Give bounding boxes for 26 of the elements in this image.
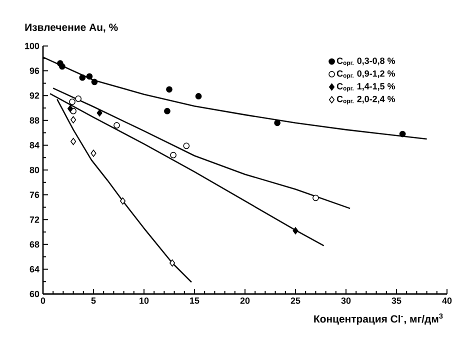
- y-tick-label: 76: [30, 192, 40, 198]
- legend-label: C$_{орг.}$ 2,0-2,4 %: [336, 96, 396, 104]
- y-tick-label: 96: [30, 68, 40, 74]
- x-tick-label: 5: [91, 298, 96, 304]
- x-tick-label: 15: [190, 298, 200, 304]
- x-tick-label: 25: [290, 298, 300, 304]
- legend-label: C$_{орг.}$ 1,4-1,5 %: [336, 83, 396, 92]
- y-tick-label: 80: [30, 166, 40, 174]
- y-tick-label: 64: [30, 266, 40, 272]
- x-tick-label: 30: [341, 298, 351, 304]
- y-tick-label: 100: [25, 42, 40, 50]
- x-tick-label: 20: [240, 298, 250, 304]
- y-axis-title: Извлечение Au, %: [25, 24, 118, 33]
- y-tick-label: 84: [30, 142, 40, 148]
- y-tick-label: 68: [30, 241, 40, 248]
- y-tick-label: 72: [30, 216, 40, 223]
- legend-label: C$_{орг.}$ 0,3-0,8 %: [336, 58, 396, 66]
- y-tick-label: 88: [30, 117, 40, 124]
- y-tick-label: 60: [30, 290, 40, 298]
- x-tick-label: 35: [392, 298, 402, 304]
- x-tick-label: 0: [40, 298, 46, 304]
- y-tick-label: 92: [30, 92, 40, 99]
- x-tick-label: 10: [140, 298, 149, 304]
- legend-label: C$_{орг.}$ 0,9-1,2 %: [336, 70, 396, 79]
- x-tick-label: 40: [442, 298, 452, 304]
- x-axis-title: Концентрация Cl$^{-}$, мг/дм$^{3}$: [314, 313, 443, 325]
